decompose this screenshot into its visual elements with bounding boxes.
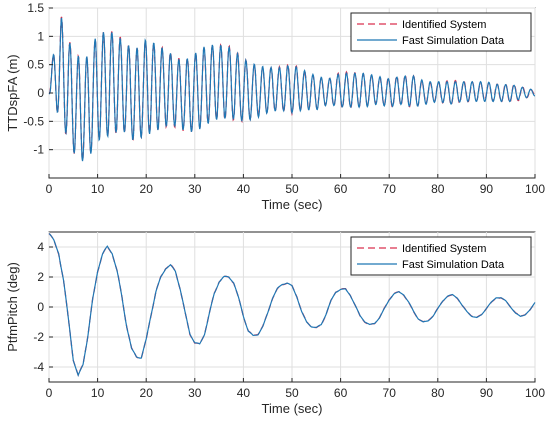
x-tick-label: 80 [431,386,445,400]
legend-label-fast: Fast Simulation Data [402,259,505,271]
x-tick-label: 40 [237,386,251,400]
x-tick-label: 100 [525,182,545,196]
legend: Identified System Fast Simulation Data [350,12,532,52]
x-tick-label: 90 [480,386,494,400]
x-tick-label: 30 [188,182,202,196]
y-tick-label: -1 [33,143,44,157]
x-tick-label: 0 [46,386,53,400]
y-tick-label: 1 [37,29,44,43]
x-tick-label: 10 [91,182,105,196]
tick-labels: 0 10 20 30 40 50 60 70 80 90 100 -4 -2 0 2 4 [33,240,545,400]
x-tick-label: 50 [285,386,299,400]
legend-box [350,12,532,52]
y-tick-label: 0.5 [27,58,44,72]
y-tick-label: 4 [37,240,44,254]
legend: Identified System Fast Simulation Data [350,236,532,276]
x-tick-label: 100 [525,386,545,400]
y-tick-label: 1.5 [27,1,44,15]
y-tick-label: 0 [37,300,44,314]
x-tick-label: 50 [285,182,299,196]
bottom-plot: 0 10 20 30 40 50 60 70 80 90 100 -4 -2 0 2 4 Time (sec)… [5,231,545,416]
x-tick-label: 10 [91,386,105,400]
legend-label-identified: Identified System [402,243,486,255]
legend-label-fast: Fast Simulation Data [402,35,505,47]
x-tick-label: 90 [480,182,494,196]
series-lines [48,16,536,162]
y-tick-label: 2 [37,270,44,284]
x-tick-label: 20 [140,386,154,400]
gridlines [48,7,536,178]
series-fast-simulation-data [48,233,536,378]
y-axis-label: TTDspFA (m) [5,54,20,131]
y-tick-label: 0 [37,86,44,100]
x-axis-label: Time (sec) [262,197,323,212]
tick-labels: 0 10 20 30 40 50 60 70 80 90 100 -1 -0.5 0 0.5 1 1.5 [23,1,545,196]
x-tick-label: 60 [334,386,348,400]
x-tick-label: 30 [188,386,202,400]
y-tick-label: -2 [33,330,44,344]
x-tick-label: 20 [140,182,154,196]
series-fast-simulation-data [48,17,535,162]
top-plot: 0 10 20 30 40 50 60 70 80 90 100 -1 -0.5 0 0.5 1 1.5 Tim… [5,1,545,212]
x-tick-label: 0 [46,182,53,196]
y-axis-label: PtfmPitch (deg) [5,262,20,352]
x-tick-label: 40 [237,182,251,196]
x-tick-label: 70 [383,386,397,400]
y-tick-label: -0.5 [23,114,44,128]
x-axis-label: Time (sec) [262,401,323,416]
series-lines [48,233,536,378]
legend-box [350,236,532,276]
x-tick-label: 80 [431,182,445,196]
legend-label-identified: Identified System [402,19,486,31]
x-tick-label: 60 [334,182,348,196]
y-tick-label: -4 [33,360,44,374]
x-tick-label: 70 [383,182,397,196]
